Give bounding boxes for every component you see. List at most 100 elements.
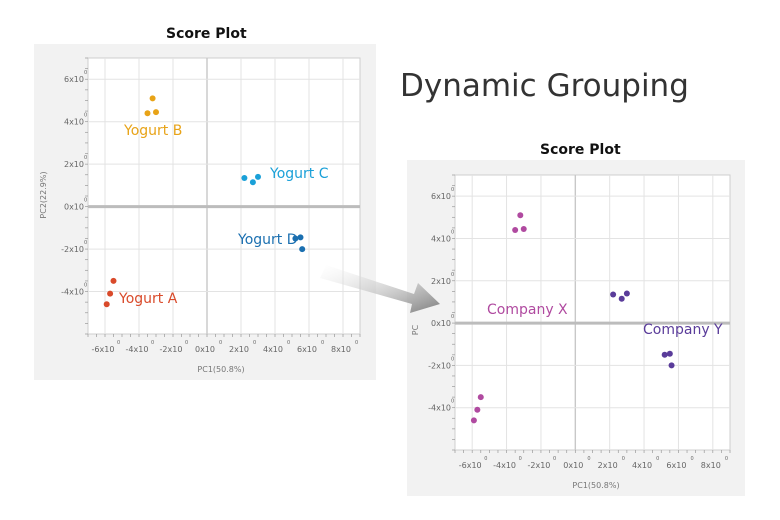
y-tick-exponent: 0 [451, 356, 454, 362]
y-tick-label: 0x10 [431, 319, 451, 328]
x-tick-label: 2x10 [598, 461, 618, 470]
data-point [107, 290, 114, 297]
y-tick-exponent: 0 [451, 314, 454, 320]
group-label: Yogurt B [123, 123, 182, 139]
data-point [520, 225, 527, 232]
data-point [144, 110, 151, 117]
plot-area [454, 174, 731, 451]
plot-area [87, 57, 361, 335]
score-plot-title-right: Score Plot [540, 142, 621, 158]
data-point [623, 290, 630, 297]
x-tick-exponent: 0 [253, 340, 256, 346]
group-label: Company Y [643, 322, 723, 338]
x-tick-label: -2x10 [160, 345, 183, 354]
x-tick-label: 4x10 [632, 461, 652, 470]
y-tick-label: 2x10 [64, 160, 84, 169]
y-tick-exponent: 0 [451, 399, 454, 405]
data-point [299, 246, 306, 253]
grid [455, 175, 730, 450]
y-tick-exponent: 0 [84, 155, 87, 161]
data-point [666, 350, 673, 357]
y-tick-label: -2x10 [428, 361, 451, 370]
data-point [517, 212, 524, 219]
y-axis-title: PC2(22.9%) [39, 171, 48, 218]
x-tick-label: -2x10 [527, 461, 550, 470]
y-tick-exponent: 0 [84, 283, 87, 289]
x-tick-exponent: 0 [151, 340, 154, 346]
y-tick-label: 6x10 [64, 75, 84, 84]
data-point [249, 179, 256, 186]
x-tick-label: 8x10 [701, 461, 721, 470]
x-tick-label: 0x10 [563, 461, 583, 470]
x-tick-exponent: 0 [117, 340, 120, 346]
data-point [618, 295, 625, 302]
x-tick-exponent: 0 [287, 340, 290, 346]
y-tick-exponent: 0 [84, 70, 87, 76]
data-point [610, 291, 617, 298]
grouping-arrow [320, 265, 440, 313]
y-tick-exponent: 0 [451, 187, 454, 193]
y-tick-exponent: 0 [451, 272, 454, 278]
x-tick-exponent: 0 [587, 456, 590, 462]
score-plot-title-left: Score Plot [166, 26, 247, 42]
x-axis-title: PC1(50.8%) [572, 481, 619, 490]
x-tick-label: 2x10 [229, 345, 249, 354]
data-point [255, 173, 261, 180]
x-tick-label: -6x10 [92, 345, 115, 354]
x-tick-label: 6x10 [666, 461, 686, 470]
y-tick-label: 0x10 [64, 203, 84, 212]
series-yogurt-b [144, 95, 159, 117]
data-point [292, 235, 299, 242]
x-tick-label: 8x10 [331, 345, 351, 354]
x-tick-label: 0x10 [195, 345, 215, 354]
x-tick-exponent: 0 [355, 340, 358, 346]
y-tick-label: -4x10 [428, 404, 451, 413]
data-point [470, 417, 477, 424]
series-yogurt-a [103, 277, 117, 308]
group-label: Yogurt C [269, 166, 329, 182]
x-axis-title: PC1(50.8%) [197, 365, 244, 374]
series-yogurt-d [292, 234, 306, 253]
x-tick-exponent: 0 [219, 340, 222, 346]
x-tick-label: -4x10 [493, 461, 516, 470]
series-yogurt-c [241, 173, 261, 186]
data-point [297, 234, 304, 241]
group-label: Yogurt D [237, 232, 298, 248]
series-company-x [470, 212, 527, 424]
data-point [103, 301, 110, 308]
x-tick-label: 4x10 [263, 345, 283, 354]
y-tick-label: 6x10 [431, 192, 451, 201]
x-tick-exponent: 0 [185, 340, 188, 346]
data-point [241, 174, 248, 181]
data-point [474, 406, 481, 413]
data-point [477, 394, 484, 401]
y-tick-exponent: 0 [84, 113, 87, 119]
x-tick-exponent: 0 [622, 456, 625, 462]
x-tick-label: -4x10 [126, 345, 149, 354]
data-point [149, 95, 156, 102]
y-tick-label: -4x10 [61, 288, 84, 297]
x-tick-exponent: 0 [725, 456, 728, 462]
x-tick-label: -6x10 [459, 461, 482, 470]
x-tick-exponent: 0 [553, 456, 556, 462]
y-tick-exponent: 0 [451, 229, 454, 235]
y-tick-exponent: 0 [84, 240, 87, 246]
group-label: Yogurt A [118, 291, 178, 307]
score-plot-right: -6x100-4x100-2x1000x1002x1004x1006x1008x… [411, 174, 731, 490]
data-point [153, 109, 159, 116]
y-tick-label: -2x10 [61, 245, 84, 254]
x-tick-exponent: 0 [690, 456, 693, 462]
x-tick-exponent: 0 [519, 456, 522, 462]
grid [88, 58, 360, 334]
y-tick-label: 4x10 [64, 118, 84, 127]
y-tick-label: 4x10 [431, 234, 451, 243]
x-tick-exponent: 0 [484, 456, 487, 462]
score-plot-left: -6x100-4x100-2x1000x1002x1004x1006x1008x… [39, 57, 361, 374]
data-point [110, 277, 117, 284]
x-tick-exponent: 0 [321, 340, 324, 346]
group-label: Company X [487, 302, 568, 318]
y-axis-title: PC [411, 324, 420, 335]
data-point [668, 362, 675, 369]
x-tick-exponent: 0 [656, 456, 659, 462]
